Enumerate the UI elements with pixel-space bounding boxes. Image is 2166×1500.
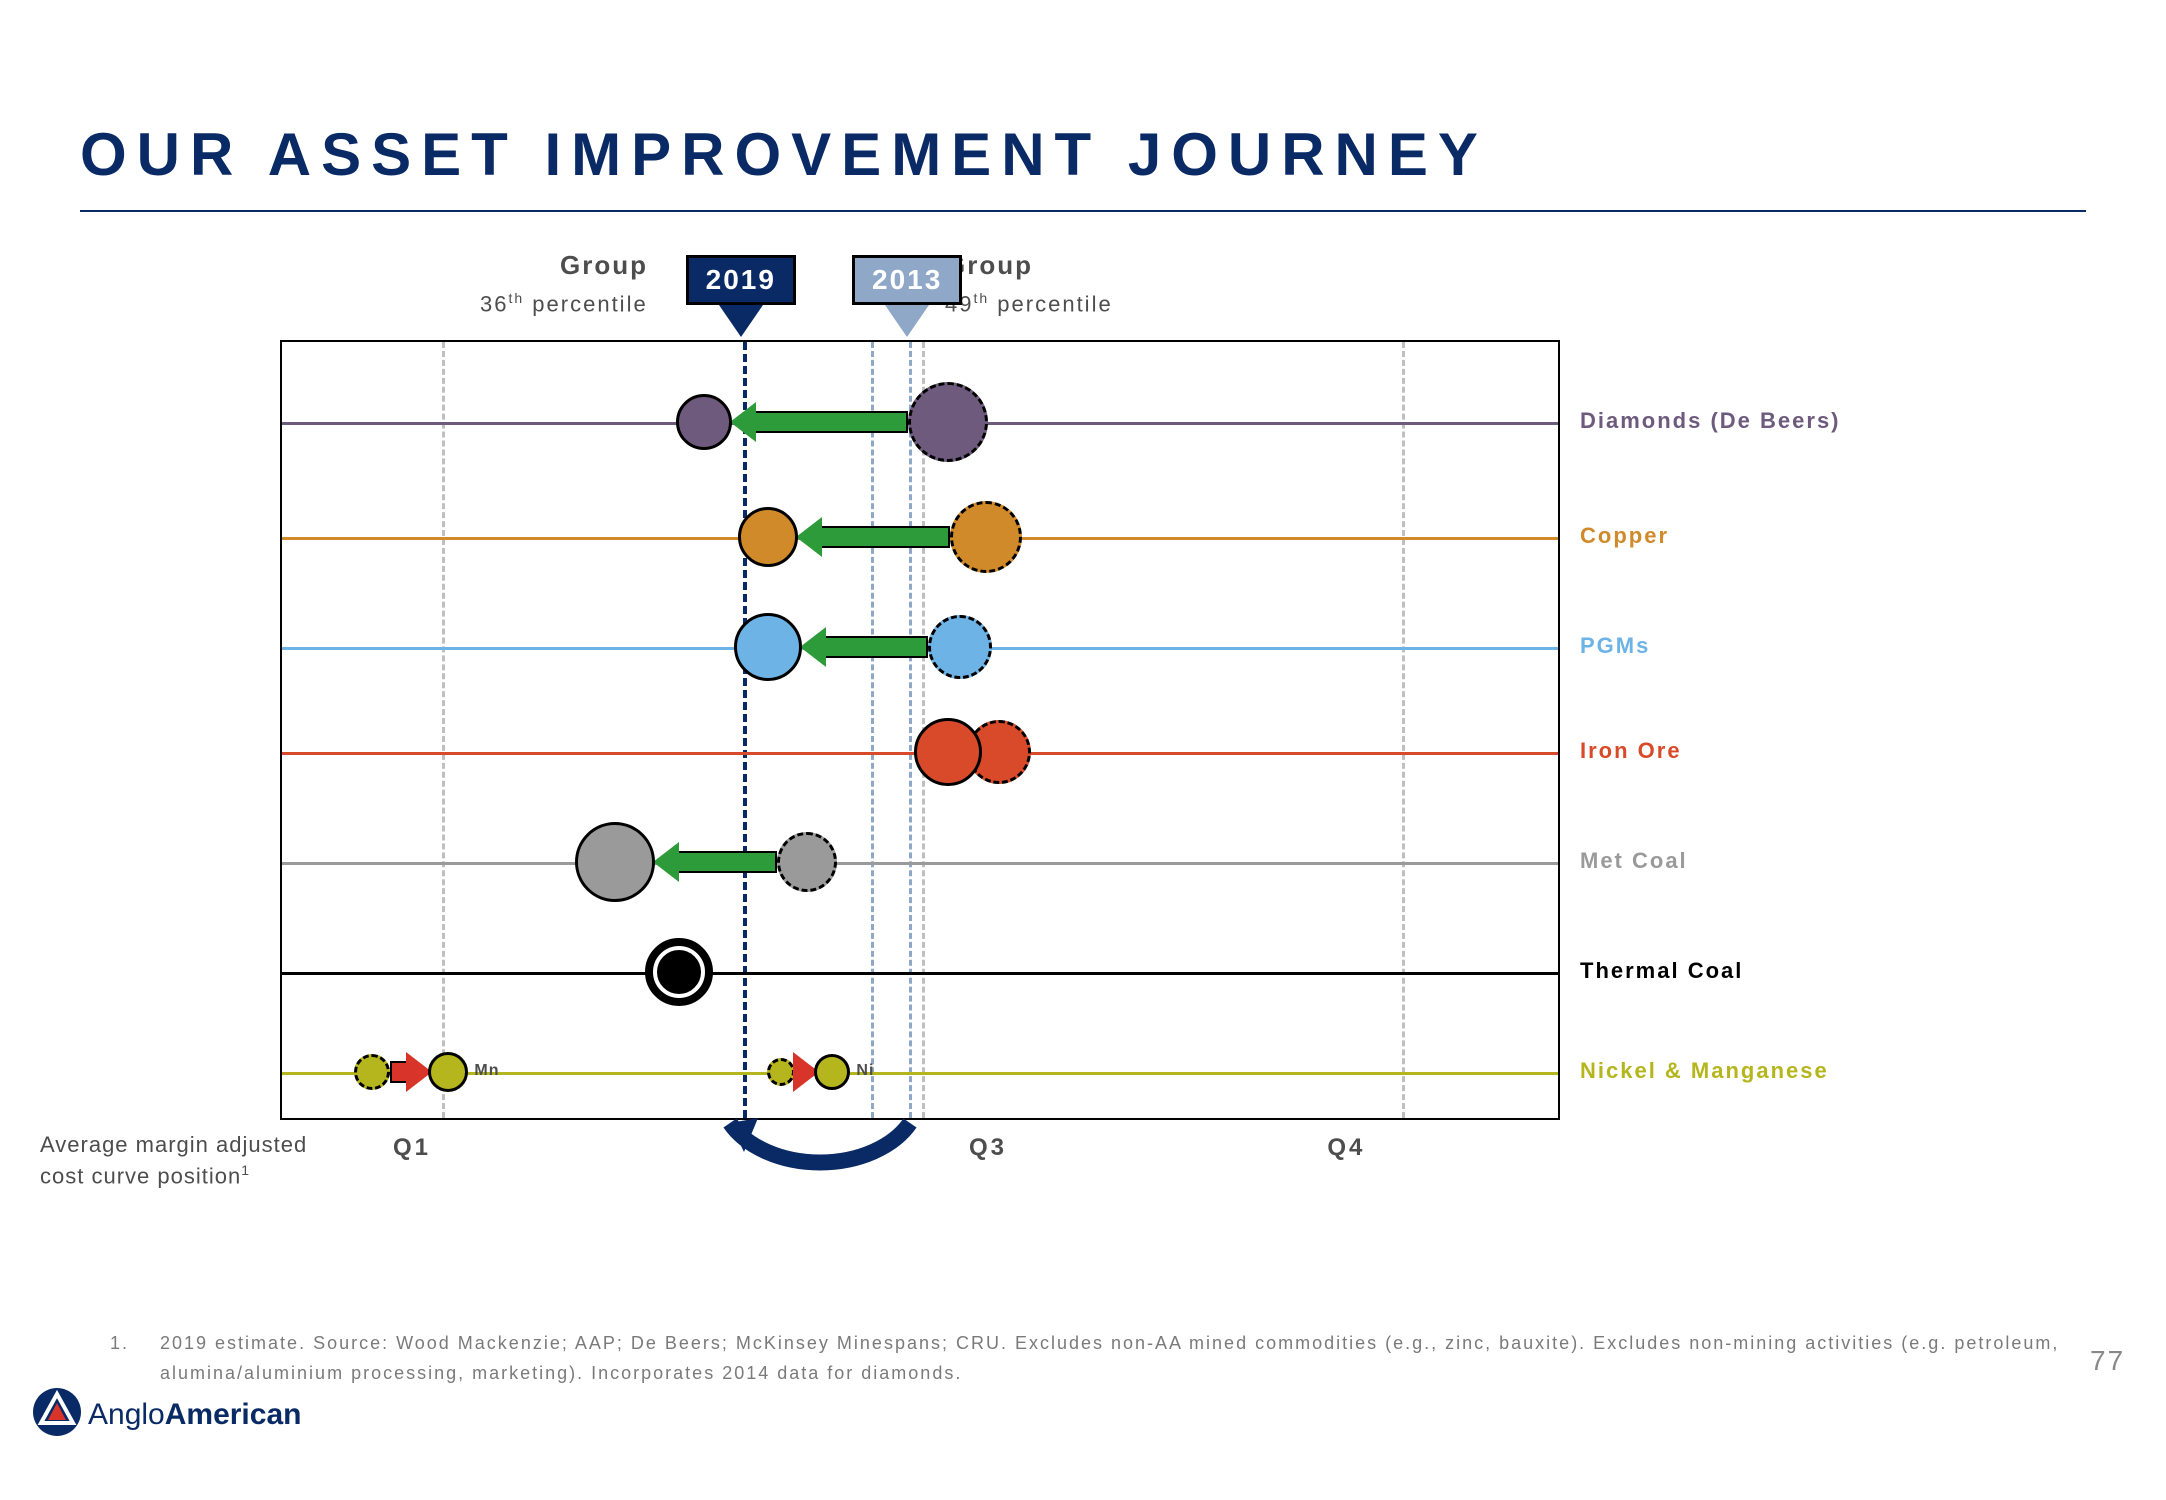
arrow-head-icon (653, 842, 679, 882)
data-point-circle (928, 615, 992, 679)
data-point-circle (767, 1058, 795, 1086)
arrow-head-icon (800, 627, 826, 667)
vline-2013 (871, 342, 874, 1118)
arrow-body (677, 851, 777, 873)
data-point-circle (676, 394, 732, 450)
data-point-circle (814, 1054, 850, 1090)
footnote-number: 1. (110, 1330, 129, 1357)
logo-text: AngloAmerican (88, 1398, 301, 1432)
data-point-circle (734, 613, 802, 681)
swoop-arrow-icon (700, 1118, 940, 1208)
q1-label: Q1 (393, 1134, 431, 1162)
tag-ni: Ni (856, 1062, 874, 1080)
y-axis-label: Average margin adjusted cost curve posit… (40, 1130, 307, 1192)
quartile-guide (1402, 342, 1405, 1118)
inner-ring (653, 946, 705, 998)
footnote-line2: alumina/aluminium processing, marketing)… (160, 1360, 2060, 1387)
footnote-line1: 2019 estimate. Source: Wood Mackenzie; A… (160, 1330, 2110, 1357)
arrow-body (824, 636, 928, 658)
journey-chart: Mn Ni (280, 340, 1560, 1120)
vline-2013 (909, 342, 912, 1118)
marker-2019: 2019 (686, 255, 796, 305)
arrow-body (754, 411, 907, 433)
arrow-head-icon (730, 402, 756, 442)
row-line-nickel (282, 1072, 1558, 1075)
page-number: 77 (2090, 1345, 2125, 1377)
quartile-guide (442, 342, 445, 1118)
data-point-circle (777, 832, 837, 892)
q3-label: Q3 (969, 1134, 1007, 1162)
row-line-metcoal (282, 862, 1558, 865)
row-label-pgms: PGMs (1580, 633, 1650, 659)
data-point-circle (950, 501, 1022, 573)
data-point-circle (738, 507, 798, 567)
q4-label: Q4 (1327, 1134, 1365, 1162)
row-label-ironore: Iron Ore (1580, 738, 1682, 764)
arrow-body (820, 526, 950, 548)
title-underline (80, 210, 2086, 212)
row-line-thermal (282, 972, 1558, 975)
data-point-circle (354, 1054, 390, 1090)
data-point-circle (428, 1052, 468, 1092)
group-2013-percentile: 49th percentile (945, 290, 1113, 317)
vline-2019 (743, 342, 747, 1118)
page-title: OUR ASSET IMPROVEMENT JOURNEY (80, 120, 1488, 189)
anglo-logo-icon (30, 1385, 84, 1439)
group-2019-header: Group (560, 250, 648, 281)
data-point-circle (914, 718, 982, 786)
data-point-circle (908, 382, 988, 462)
arrow-head-icon (796, 517, 822, 557)
data-point-circle (575, 822, 655, 902)
row-label-thermal: Thermal Coal (1580, 958, 1743, 984)
group-2019-percentile: 36th percentile (480, 290, 648, 317)
marker-2019-tip-icon (719, 305, 763, 337)
row-label-diamonds: Diamonds (De Beers) (1580, 408, 1841, 434)
row-label-metcoal: Met Coal (1580, 848, 1688, 874)
marker-2013-tip-icon (885, 305, 929, 337)
marker-2013: 2013 (852, 255, 962, 305)
tag-mn: Mn (474, 1062, 499, 1080)
row-label-nickel: Nickel & Manganese (1580, 1058, 1829, 1084)
row-label-copper: Copper (1580, 523, 1669, 549)
slide: OUR ASSET IMPROVEMENT JOURNEY Group 36th… (0, 0, 2166, 1500)
